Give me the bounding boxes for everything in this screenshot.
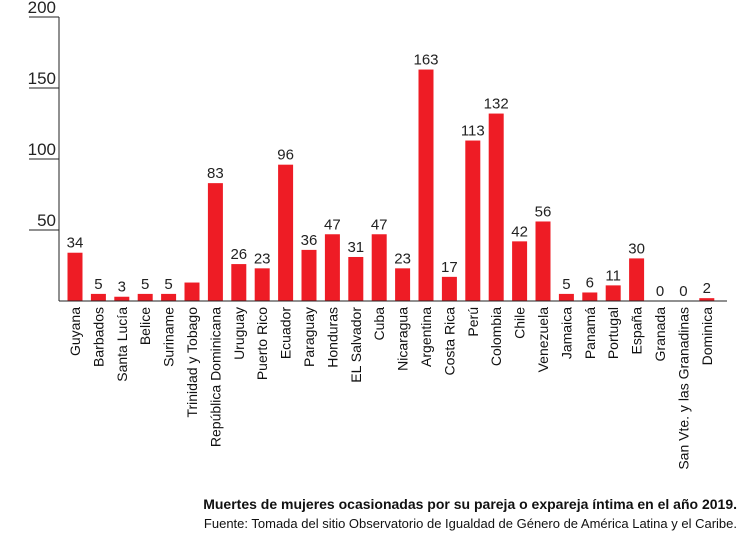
x-tick-label: Barbados [90, 307, 106, 367]
bar-value-label: 83 [207, 165, 224, 182]
x-tick-label: España [629, 307, 645, 355]
bar [512, 241, 528, 301]
x-tick-label: Granada [652, 307, 668, 362]
bar-value-label: 163 [413, 52, 438, 69]
bar-value-label: 5 [164, 276, 172, 293]
bar [348, 256, 364, 301]
bar [137, 293, 153, 301]
x-tick-label: Perú [465, 307, 481, 337]
x-tick-label: Costa Rica [441, 307, 457, 376]
bar [465, 140, 481, 301]
bar-value-label: 56 [535, 203, 552, 220]
bar [371, 234, 387, 301]
x-tick-label: Jamaica [558, 307, 574, 359]
x-tick-label: Uruguay [231, 307, 247, 360]
bar [605, 285, 621, 301]
bar-value-label: 23 [394, 250, 411, 267]
bar [418, 69, 434, 301]
bar [231, 264, 247, 301]
x-tick-label: Argentina [418, 307, 434, 367]
bar-value-label: 5 [562, 276, 570, 293]
bar-value-label: 5 [141, 276, 149, 293]
x-tick-label: Trinidad y Tobago [184, 307, 200, 418]
bar-value-label: 0 [656, 283, 664, 300]
x-tick-label: Puerto Rico [254, 307, 270, 380]
x-tick-labels: Guyana Barbados Santa Lucía Belice Suriname T… [67, 307, 715, 470]
x-tick-label: República Dominicana [207, 307, 223, 447]
bar-value-label: 47 [324, 216, 341, 233]
bar [184, 282, 200, 301]
bar-value-label: 3 [118, 279, 126, 296]
x-tick-label: Dominica [699, 307, 715, 366]
x-tick-label: Cuba [371, 307, 387, 341]
x-tick-label: Suriname [161, 307, 177, 367]
bar-value-label: 6 [586, 274, 594, 291]
x-tick-label: Chile [512, 307, 528, 339]
bar-value-label: 31 [347, 239, 364, 256]
bar-value-label: 30 [628, 240, 645, 257]
x-tick-label: San Vte. y las Granadinas [675, 307, 691, 470]
y-tick-label: 100 [28, 140, 56, 159]
bar [535, 221, 551, 301]
bar-value-label: 132 [484, 96, 509, 113]
x-tick-label: Santa Lucía [114, 307, 130, 382]
chart-caption-source: Fuente: Tomada del sitio Observatorio de… [203, 516, 737, 531]
bar-value-label: 5 [94, 276, 102, 293]
bar [629, 258, 645, 301]
bar [67, 252, 83, 301]
x-tick-label: Guyana [67, 307, 83, 356]
bar-value-label: 36 [301, 232, 318, 249]
x-tick-label: Colombia [488, 307, 504, 366]
x-tick-label: Belice [137, 307, 153, 345]
x-tick-label: Portugal [605, 307, 621, 359]
bar [254, 268, 270, 301]
bar [207, 183, 223, 301]
bar [114, 296, 130, 301]
bar [90, 293, 106, 301]
x-tick-label: Honduras [324, 307, 340, 368]
x-tick-label: EL Salvador [348, 307, 364, 383]
bar [699, 298, 715, 301]
bar [488, 113, 504, 301]
bar-value-label: 23 [254, 250, 271, 267]
bar [558, 293, 574, 301]
bar-value-label: 47 [371, 216, 388, 233]
x-tick-label: Venezuela [535, 307, 551, 373]
bar-value-label: 11 [605, 267, 621, 284]
y-axis: 50 100 150 200 [28, 0, 60, 301]
bars [67, 69, 715, 301]
y-tick-label: 50 [37, 211, 56, 230]
bar-value-label: 96 [277, 147, 294, 164]
bar [324, 234, 340, 301]
y-tick-label: 200 [28, 0, 56, 17]
y-tick-label: 150 [28, 69, 56, 88]
x-tick-label: Panamá [582, 307, 598, 359]
bar-value-label: 26 [230, 246, 247, 263]
bar-value-label: 34 [67, 235, 84, 252]
bar-value-label: 42 [511, 223, 528, 240]
bar-value-label: 2 [703, 280, 711, 297]
bar-value-label: 17 [441, 259, 458, 276]
bar [161, 293, 177, 301]
bar [395, 268, 411, 301]
bar-value-label: 0 [679, 283, 687, 300]
bar-value-label: 113 [461, 123, 485, 140]
bar [582, 292, 598, 301]
x-tick-label: Ecuador [278, 307, 294, 359]
x-tick-label: Nicaragua [395, 307, 411, 371]
bar [301, 249, 317, 301]
chart-caption-title: Muertes de mujeres ocasionadas por su pa… [203, 496, 737, 512]
x-tick-label: Paraguay [301, 307, 317, 367]
bar [278, 164, 294, 301]
bar [441, 276, 457, 301]
